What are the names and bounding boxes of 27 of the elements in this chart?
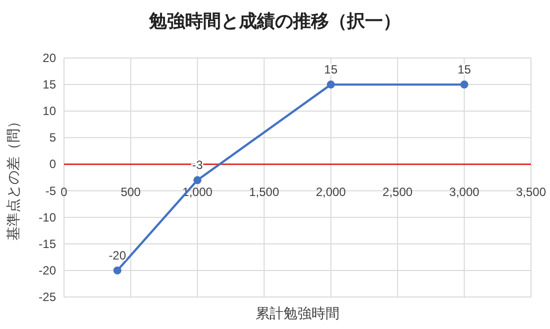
y-tick-label: 20: [42, 51, 56, 65]
x-axis-title: 累計勉強時間: [256, 305, 340, 321]
y-tick-label: 5: [49, 130, 56, 145]
chart-title: 勉強時間と成績の推移（択一）: [148, 11, 401, 31]
data-label: -20: [108, 248, 126, 262]
y-tick-label: -5: [45, 184, 56, 198]
y-tick-label: -15: [38, 236, 56, 251]
y-tick-label: -20: [38, 263, 56, 278]
point: [193, 176, 202, 184]
point: [326, 80, 335, 89]
y-tick-label: -25: [38, 290, 56, 304]
data-label: 15: [324, 62, 338, 77]
x-tick-label: 2,000: [316, 185, 346, 200]
data-label: 15: [458, 62, 472, 77]
x-tick-label: 2,500: [382, 185, 413, 200]
point: [113, 266, 122, 274]
x-tick-label: 3,500: [516, 185, 546, 200]
x-tick-label: 3,000: [449, 185, 480, 200]
point: [460, 80, 468, 89]
x-tick-label: 0: [60, 185, 68, 200]
y-tick-label: 15: [42, 78, 56, 92]
x-tick-label: 1,500: [249, 185, 280, 200]
y-tick-label: 0: [49, 157, 56, 172]
y-tick-label: -10: [38, 210, 56, 224]
y-axis-title: 基準点との差（問）: [5, 114, 21, 240]
y-tick-label: 10: [42, 104, 56, 118]
x-tick-label: 500: [120, 185, 142, 200]
